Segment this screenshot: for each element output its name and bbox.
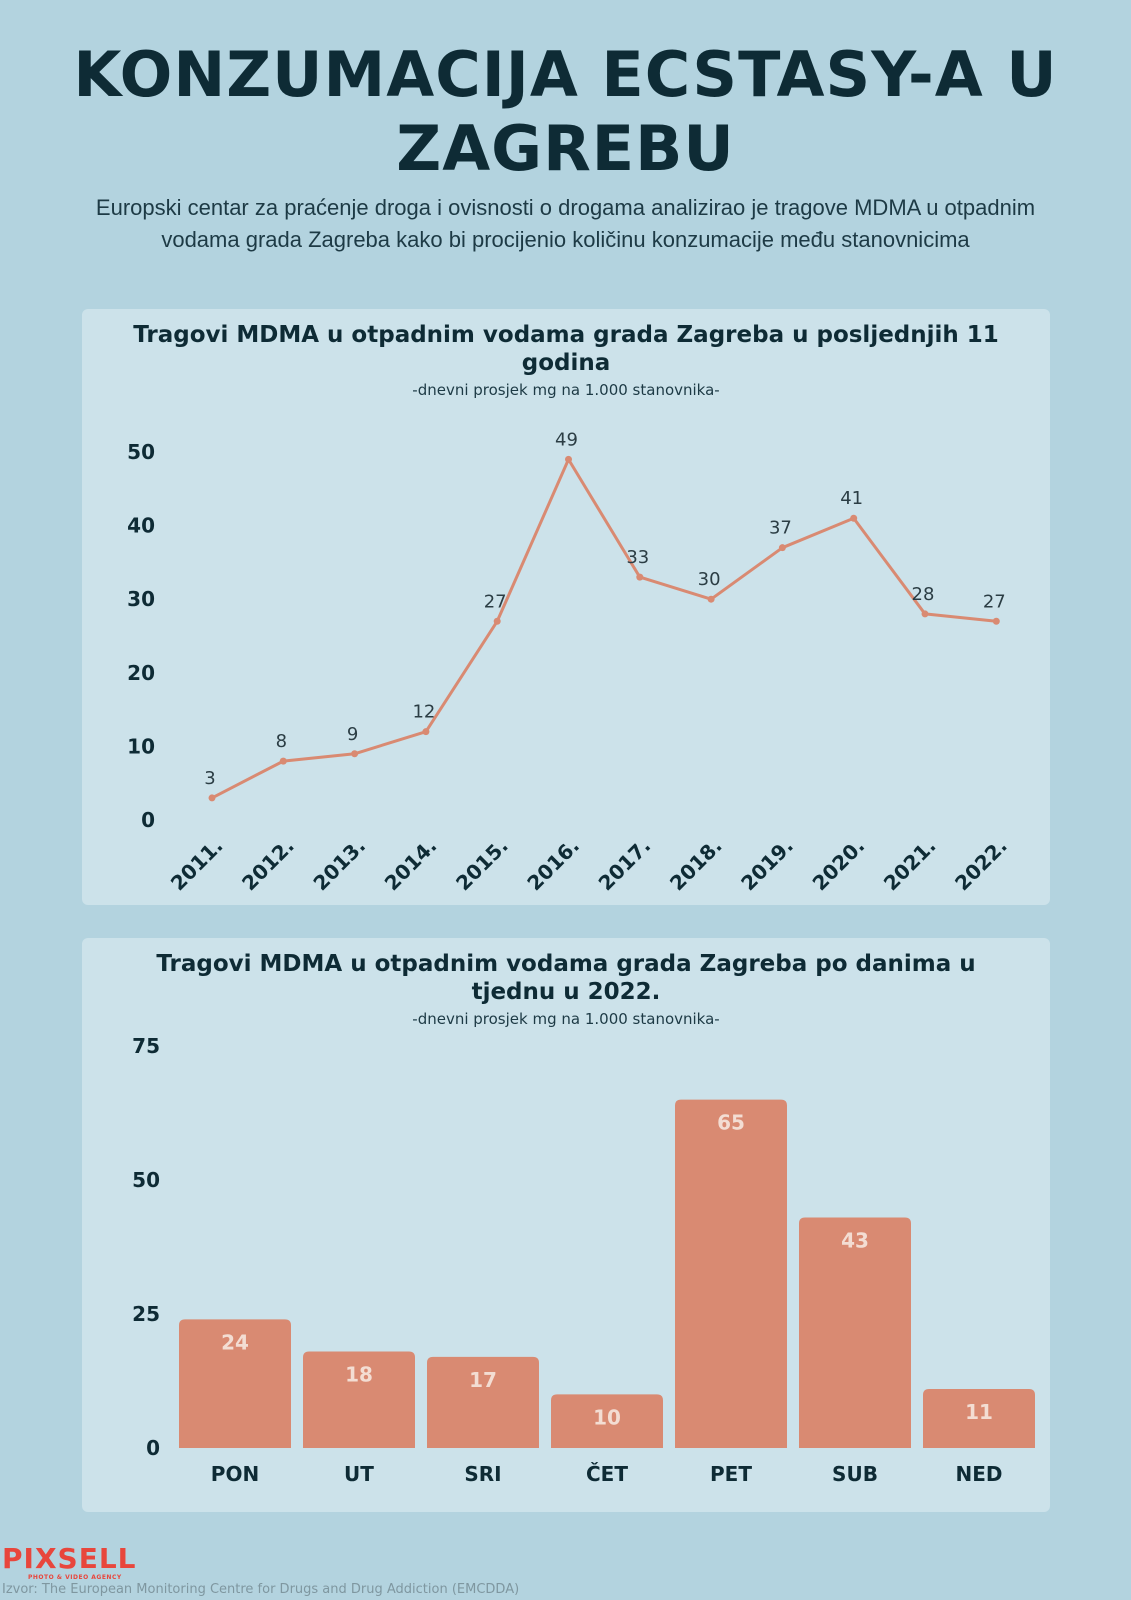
bar (675, 1099, 787, 1448)
data-point (992, 617, 1000, 625)
bar-value-label: 17 (469, 1368, 497, 1392)
x-tick-label: 2022. (950, 834, 1012, 896)
line-chart-panel: Tragovi MDMA u otpadnim vodama grada Zag… (82, 309, 1050, 905)
data-point (493, 617, 501, 625)
data-label: 27 (983, 591, 1006, 612)
x-category-label: PON (211, 1462, 259, 1486)
source-note: Izvor: The European Monitoring Centre fo… (2, 1582, 520, 1597)
y-tick-label: 0 (141, 808, 155, 832)
data-label: 3 (204, 768, 215, 789)
data-point (565, 455, 572, 463)
data-label: 41 (840, 488, 863, 509)
x-category-label: ČET (586, 1462, 628, 1486)
bar (427, 1356, 539, 1448)
data-label: 8 (276, 731, 287, 752)
bar (799, 1217, 911, 1448)
y-tick-label: 50 (132, 1168, 160, 1192)
data-point (422, 728, 430, 736)
x-tick-label: 2015. (451, 834, 513, 896)
bar-chart-panel: Tragovi MDMA u otpadnim vodama grada Zag… (82, 938, 1050, 1512)
pixsell-logo: PIXSELL (2, 1542, 137, 1575)
data-point (279, 757, 287, 765)
bar-value-label: 43 (841, 1229, 869, 1253)
y-tick-label: 75 (132, 1034, 160, 1058)
bar-value-label: 18 (345, 1363, 373, 1387)
data-point (850, 514, 858, 522)
x-category-label: PET (710, 1462, 752, 1486)
y-tick-label: 20 (127, 661, 155, 685)
x-tick-label: 2014. (380, 834, 442, 896)
data-point (636, 573, 644, 581)
x-tick-label: 2016. (522, 834, 584, 896)
data-label: 33 (626, 547, 649, 568)
x-tick-label: 2012. (237, 834, 299, 896)
data-label: 30 (698, 569, 721, 590)
y-tick-label: 30 (127, 587, 155, 611)
data-point (707, 595, 715, 603)
pixsell-tagline: PHOTO & VIDEO AGENCY (28, 1574, 122, 1581)
line-chart-title: Tragovi MDMA u otpadnim vodama grada Zag… (133, 322, 999, 376)
data-label: 12 (412, 702, 435, 723)
bar-value-label: 10 (593, 1405, 621, 1429)
x-category-label: SRI (464, 1462, 501, 1486)
y-tick-label: 50 (127, 440, 155, 464)
x-tick-label: 2020. (808, 834, 870, 896)
x-category-label: NED (955, 1462, 1002, 1486)
data-label: 49 (555, 429, 578, 450)
bar (179, 1319, 291, 1448)
bar-value-label: 11 (965, 1400, 993, 1424)
data-label: 28 (912, 584, 935, 605)
x-tick-label: 2017. (594, 834, 656, 896)
y-tick-label: 10 (127, 734, 155, 758)
intro-text: Europski centar za praćenje droga i ovis… (95, 195, 1036, 252)
data-label: 27 (484, 591, 507, 612)
bar (923, 1389, 1035, 1448)
data-point (921, 610, 929, 618)
bar (303, 1351, 415, 1448)
line-chart-subtitle: -dnevni prosjek mg na 1.000 stanovnika- (412, 381, 720, 399)
series-line (211, 457, 997, 800)
data-point (351, 750, 359, 758)
main-title: KONZUMACIJA ECSTASY-A U ZAGREBU (73, 38, 1058, 185)
bar (551, 1394, 663, 1448)
data-label: 37 (769, 518, 792, 539)
y-tick-label: 25 (132, 1302, 160, 1326)
data-point (778, 544, 786, 552)
x-tick-label: 2018. (665, 834, 727, 896)
x-tick-label: 2011. (166, 834, 228, 896)
data-point (208, 794, 216, 802)
bar-chart: 0 25 50 75 24 PON 18 UT 17 SRI 10 ČET 65 PET 43 SUB 11 NE… (132, 1034, 1035, 1486)
bar-chart-title: Tragovi MDMA u otpadnim vodama grada Zag… (156, 951, 976, 1005)
x-category-label: SUB (832, 1462, 878, 1486)
x-tick-label: 2019. (736, 834, 798, 896)
y-tick-label: 40 (127, 514, 155, 538)
bar-value-label: 24 (221, 1330, 249, 1354)
x-tick-label: 2021. (879, 834, 941, 896)
bar-chart-subtitle: -dnevni prosjek mg na 1.000 stanovnika- (412, 1010, 720, 1028)
x-category-label: UT (344, 1462, 374, 1486)
x-tick-label: 2013. (308, 834, 370, 896)
bar-value-label: 65 (717, 1111, 745, 1135)
data-label: 9 (347, 724, 358, 745)
y-tick-label: 0 (146, 1436, 160, 1460)
